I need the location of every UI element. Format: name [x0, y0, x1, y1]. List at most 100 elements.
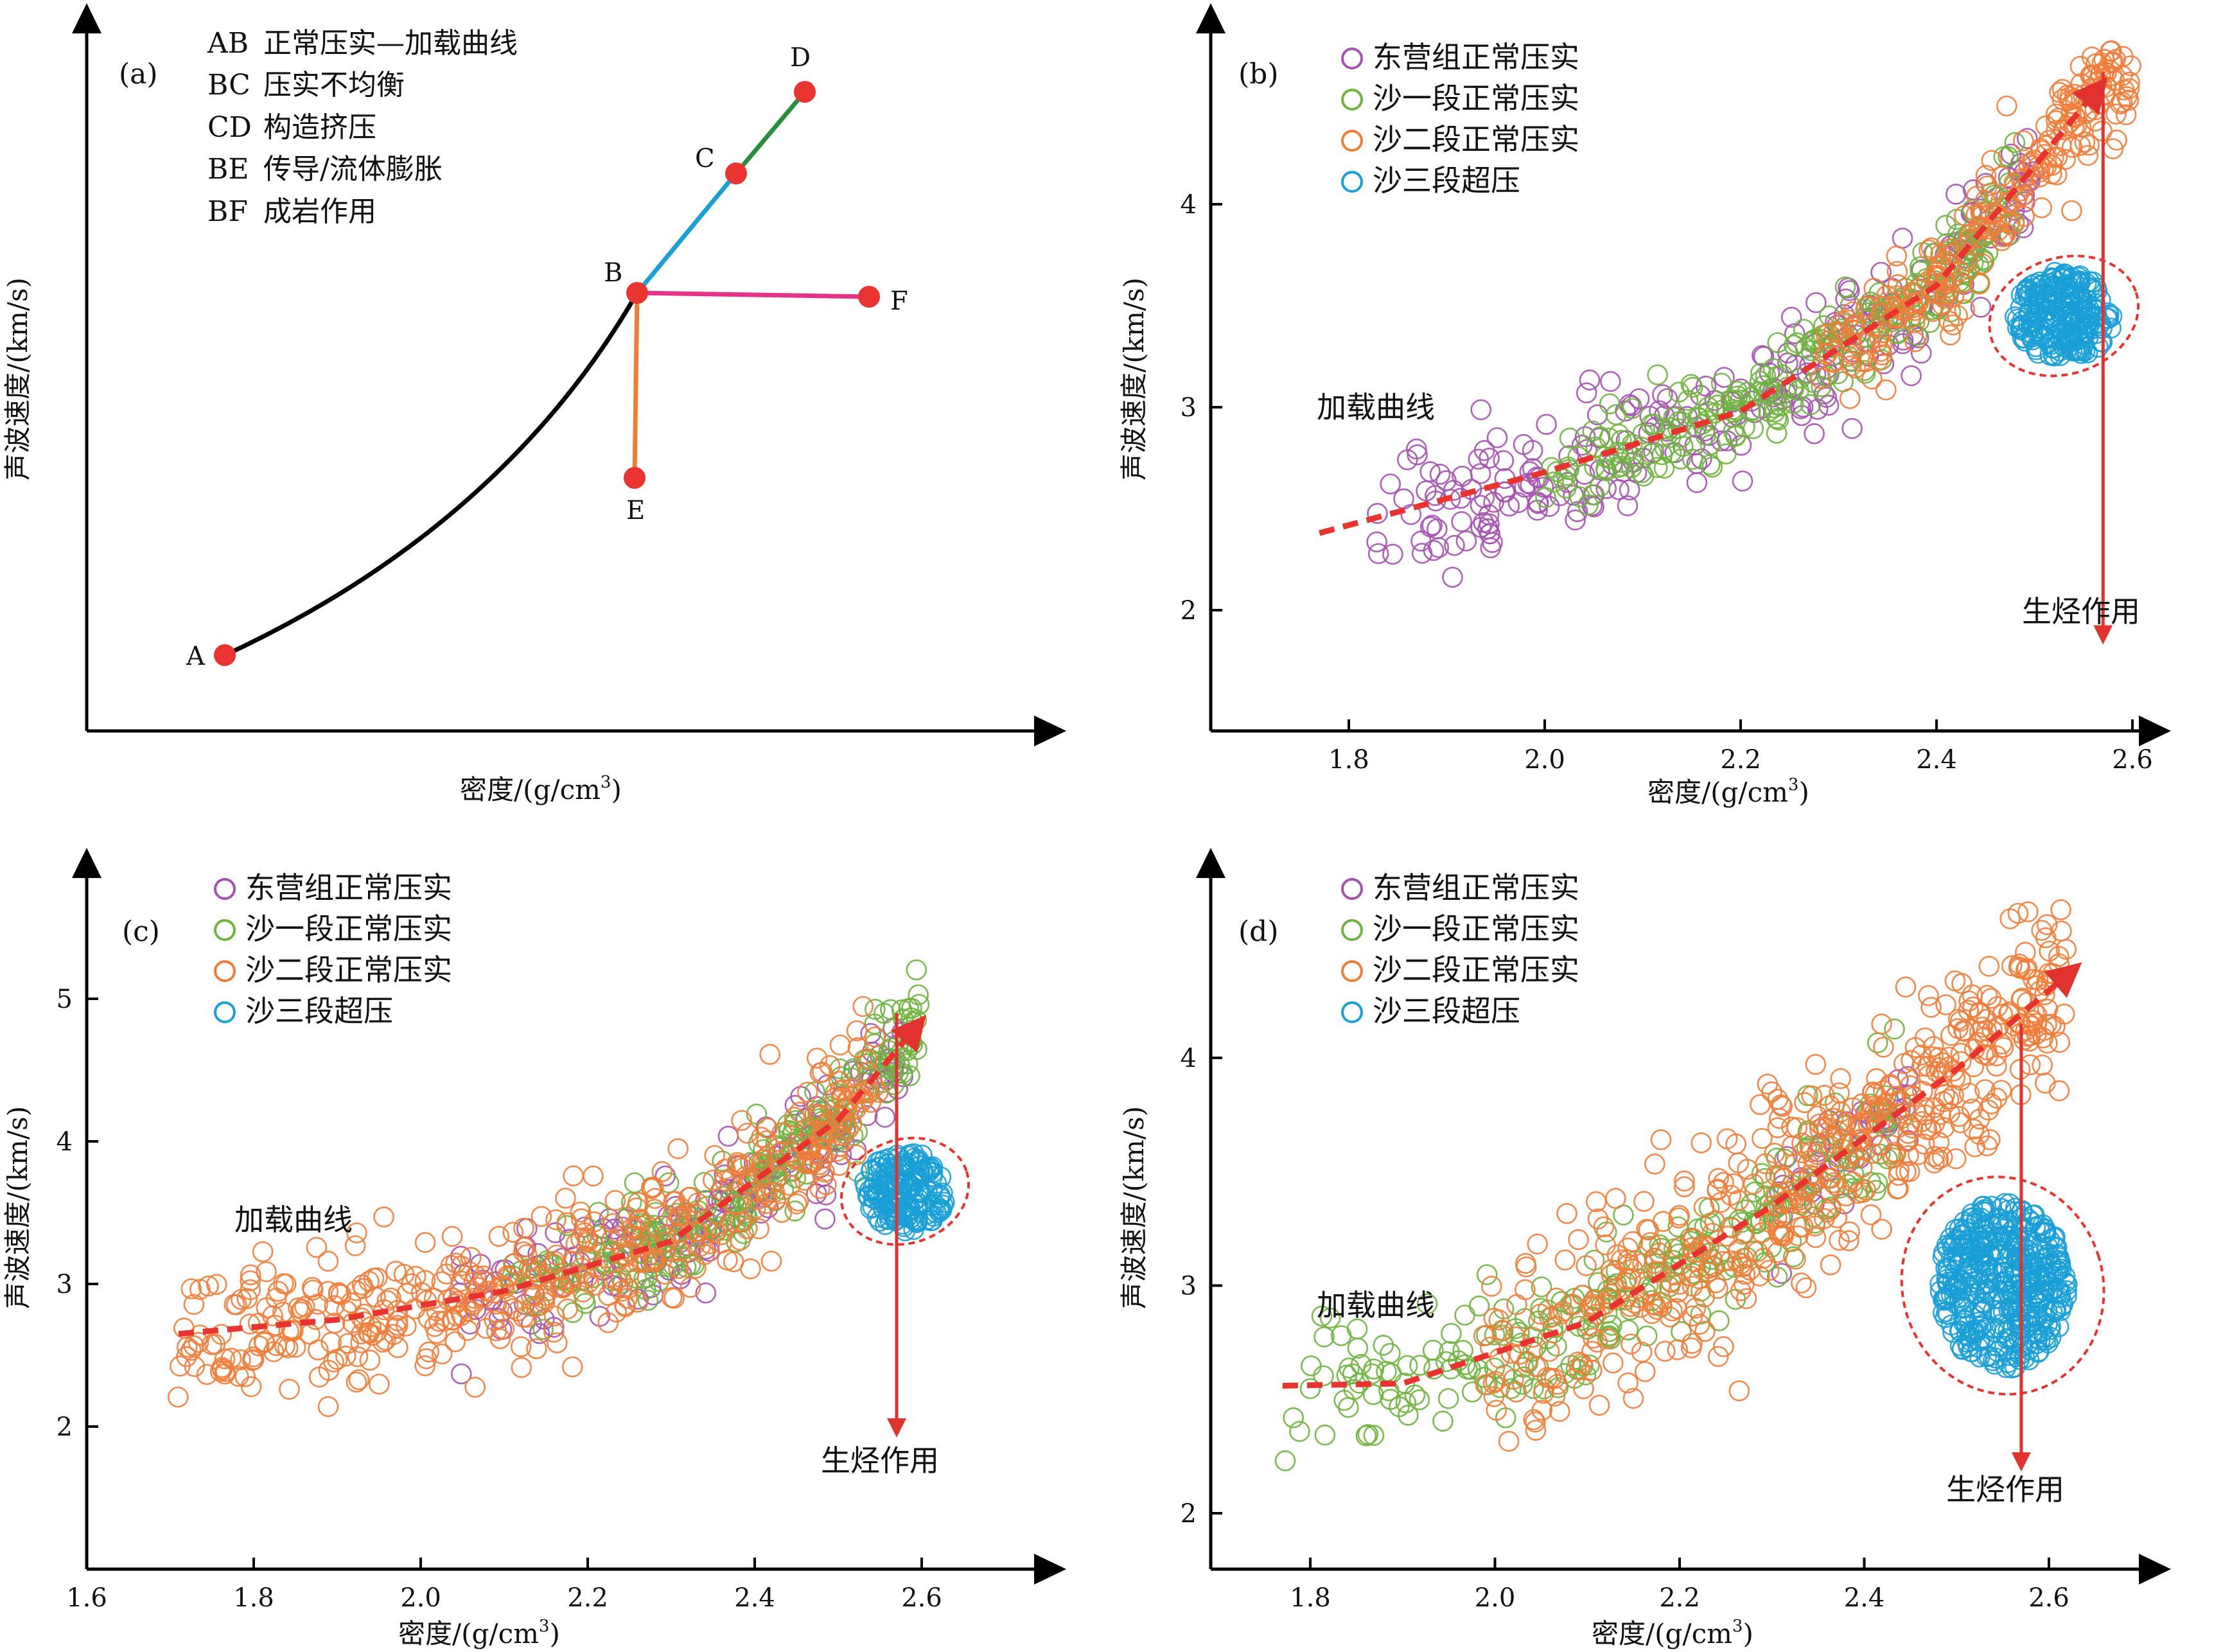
data-point: [1382, 543, 1403, 565]
data-point: [604, 1190, 626, 1211]
data-point: [1601, 1315, 1622, 1336]
data-point: [1996, 95, 2017, 117]
data-point: [1451, 511, 1472, 532]
data-point: [759, 1044, 780, 1065]
data-point: [2010, 989, 2032, 1010]
x-tick-label: 2.2: [567, 1583, 608, 1613]
x-tick-label: 2.0: [1524, 745, 1565, 775]
data-point: [2093, 49, 2115, 70]
data-point: [1441, 1322, 1462, 1344]
data-point: [1582, 420, 1603, 442]
data-point: [1938, 1089, 1960, 1110]
data-point: [1949, 1010, 1971, 1032]
data-point: [929, 1199, 951, 1221]
data-point: [2035, 115, 2057, 137]
data-point: [243, 1349, 265, 1370]
data-point: [1993, 146, 2015, 168]
data-point: [883, 1205, 904, 1226]
data-point: [2103, 51, 2124, 73]
data-point: [561, 1356, 583, 1378]
data-point: [1814, 344, 1836, 365]
data-point: [1822, 1107, 1844, 1129]
data-point: [1946, 183, 1967, 205]
data-point: [804, 1103, 825, 1125]
data-point: [1617, 495, 1639, 516]
data-point: [464, 1376, 486, 1398]
data-point: [2061, 200, 2082, 222]
data-point: [1579, 1296, 1601, 1317]
data-point: [1668, 1207, 1689, 1229]
data-point: [1867, 1032, 1888, 1053]
data-point: [502, 1222, 524, 1243]
data-point: [1695, 425, 1716, 446]
x-axis-label: 密度/(g/cm3): [398, 1617, 560, 1649]
data-point: [516, 1244, 538, 1265]
data-point: [2026, 157, 2048, 178]
data-point: [731, 1110, 752, 1131]
data-point: [880, 1201, 902, 1222]
data-point: [829, 1034, 851, 1056]
data-point: [1961, 1203, 1983, 1225]
data-point: [206, 1274, 227, 1295]
key-entry: BE 传导/流体膨胀: [207, 153, 443, 186]
key-text: 压实不均衡: [263, 69, 405, 101]
data-point: [1804, 423, 1825, 444]
data-point: [2026, 1251, 2047, 1273]
data-point: [874, 1149, 895, 1171]
data-point: [1871, 335, 1892, 356]
data-point: [2044, 261, 2066, 283]
data-point: [1517, 473, 1539, 494]
data-point: [1944, 1278, 1965, 1300]
data-point: [1525, 1356, 1547, 1377]
y-axis-arrow: [72, 848, 101, 878]
data-point: [784, 1107, 805, 1128]
data-point: [597, 1312, 619, 1333]
data-point: [1766, 1267, 1788, 1288]
loading-curve: [178, 1015, 926, 1337]
point-e-marker: [624, 467, 646, 489]
data-point: [1958, 999, 1980, 1021]
data-point: [1535, 487, 1556, 508]
data-point: [267, 1281, 289, 1302]
data-point: [1680, 1337, 1702, 1358]
data-point: [2048, 1080, 2070, 1102]
data-point: [1583, 1328, 1604, 1349]
data-point: [847, 1037, 869, 1059]
data-point: [1751, 1163, 1773, 1184]
data-point: [812, 1147, 834, 1169]
data-point: [1707, 1179, 1728, 1200]
data-point: [695, 1282, 717, 1304]
data-point: [1804, 1215, 1826, 1236]
data-point: [827, 1110, 848, 1132]
data-point: [804, 1081, 825, 1103]
data-point: [671, 1198, 692, 1219]
data-point: [2017, 901, 2039, 922]
data-point: [1856, 296, 1877, 317]
data-point: [1576, 382, 1597, 404]
data-point: [576, 1267, 598, 1288]
data-point: [1283, 1407, 1304, 1428]
legend-marker: [214, 1001, 236, 1023]
data-point: [1938, 310, 1960, 332]
data-point: [1944, 1285, 1965, 1307]
data-point: [704, 1145, 725, 1166]
data-point: [2028, 294, 2050, 315]
data-point: [1476, 1264, 1498, 1285]
data-point: [1475, 1374, 1496, 1396]
data-point: [2034, 144, 2055, 165]
legend-label: 沙一段正常压实: [245, 911, 452, 946]
data-point: [511, 1357, 532, 1378]
data-point: [414, 1355, 436, 1376]
data-point: [667, 1138, 689, 1159]
data-point: [1972, 1016, 1993, 1038]
data-point: [1920, 237, 1942, 259]
data-point: [1766, 423, 1788, 444]
data-point: [1792, 396, 1814, 418]
data-point: [1767, 332, 1788, 353]
data-point: [1789, 1217, 1811, 1238]
y-axis-arrow: [1196, 3, 1226, 33]
data-point: [898, 1152, 919, 1174]
data-point: [1996, 1247, 2018, 1269]
data-point: [1940, 324, 1961, 346]
data-point: [348, 1369, 370, 1391]
